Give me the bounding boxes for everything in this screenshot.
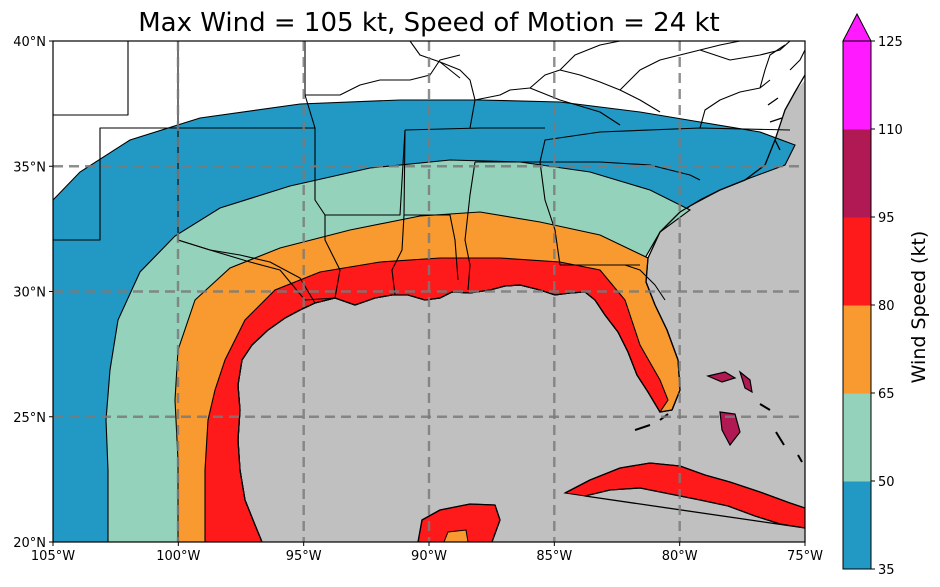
- lon-tick-label: 90°W: [411, 549, 447, 564]
- lon-tick-label: 85°W: [536, 549, 572, 564]
- lon-tick-label: 105°W: [31, 549, 75, 564]
- map-title: Max Wind = 105 kt, Speed of Motion = 24 …: [138, 8, 720, 38]
- lat-tick-label: 20°N: [13, 536, 46, 551]
- colorbar-label: Wind Speed (kt): [908, 231, 930, 384]
- lat-tick-label: 25°N: [13, 411, 46, 426]
- lat-tick-label: 35°N: [13, 160, 46, 175]
- colorbar-tick-label: 65: [878, 387, 895, 402]
- lon-tick-label: 100°W: [156, 549, 200, 564]
- colorbar-segment: [843, 41, 871, 130]
- swath-65kt-yucatan: [443, 529, 469, 542]
- bahamas-islands: [706, 370, 753, 447]
- colorbar-segment: [843, 393, 871, 482]
- colorbar-segment: [843, 481, 871, 570]
- colorbar-tick-label: 80: [878, 299, 895, 314]
- lon-tick-label: 75°W: [787, 549, 823, 564]
- colorbar-tick-label: 50: [878, 475, 895, 490]
- colorbar-segment: [843, 305, 871, 394]
- lat-tick-label: 30°N: [13, 286, 46, 301]
- gridlines: [53, 41, 805, 542]
- coastlines: [237, 74, 805, 542]
- small-islands: [634, 403, 803, 463]
- colorbar-tick-label: 95: [878, 211, 895, 226]
- latitude-tick-labels: 20°N 25°N 30°N 35°N 40°N: [13, 35, 53, 551]
- lat-tick-label: 40°N: [13, 35, 46, 50]
- colorbar-extend-arrow: [842, 12, 872, 42]
- colorbar: 35 50 65 80 95 110 125: [842, 12, 903, 578]
- colorbar-tick-label: 35: [878, 563, 895, 578]
- political-borders: [53, 41, 805, 304]
- colorbar-tick-label: 125: [878, 35, 903, 50]
- map-panel: [53, 41, 805, 542]
- lon-tick-label: 95°W: [286, 549, 322, 564]
- longitude-tick-labels: 105°W 100°W 95°W 90°W 85°W 80°W 75°W: [31, 542, 823, 564]
- colorbar-tick-label: 110: [878, 123, 903, 138]
- colorbar-segment: [843, 129, 871, 218]
- lon-tick-label: 80°W: [662, 549, 698, 564]
- colorbar-segment: [843, 217, 871, 306]
